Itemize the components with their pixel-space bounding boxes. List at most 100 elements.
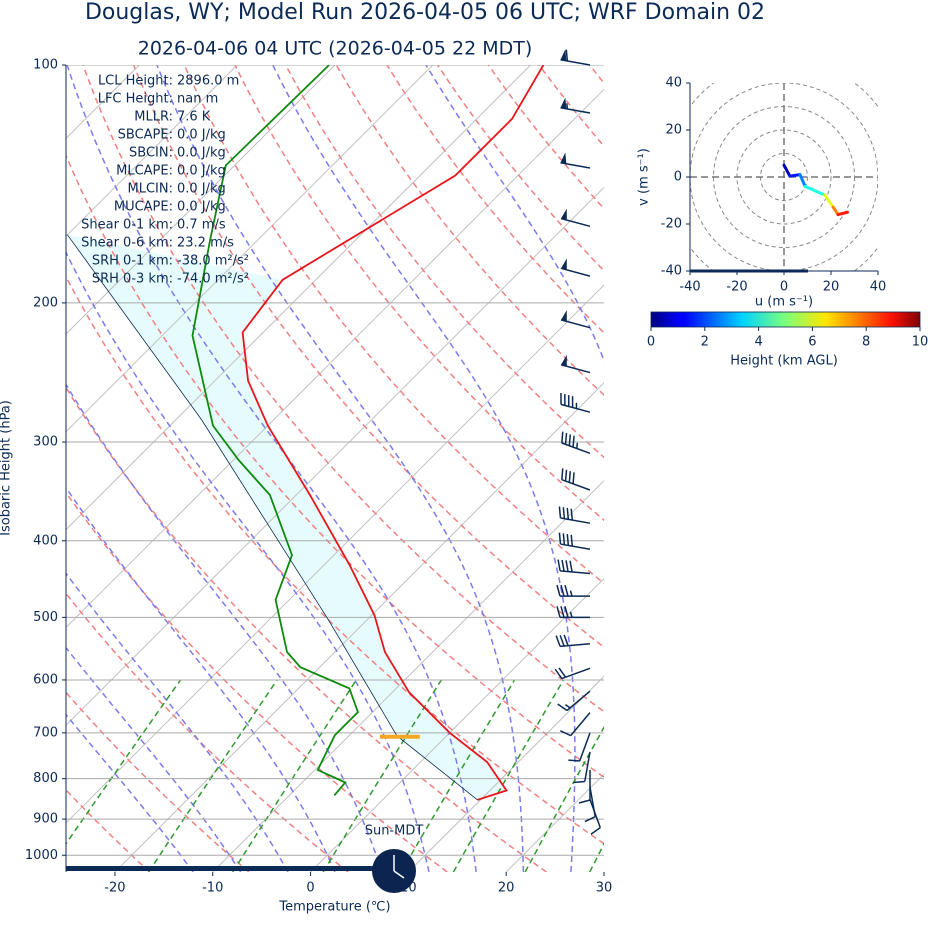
wind-barb [560, 258, 591, 277]
x-tick-label: 20 [498, 881, 515, 896]
dry-adiabat [66, 491, 448, 872]
isotherm [212, 480, 604, 872]
annotation-label: MUCAPE: [114, 200, 173, 215]
hodo-y-tick-label: 20 [665, 123, 682, 138]
mixing-line [589, 842, 604, 872]
y-tick-label: 600 [33, 672, 58, 687]
dry-adiabat [538, 65, 604, 148]
wind-barb [560, 97, 591, 114]
dry-adiabat [792, 65, 928, 872]
barb-staff [589, 799, 602, 835]
annotation-value: 2896.0 m [177, 74, 239, 89]
x-tick-label: -20 [104, 881, 125, 896]
annotation-label: LCL Height: [98, 74, 173, 89]
barb-staff [560, 49, 591, 66]
moist-adiabat [66, 383, 383, 872]
barb-staff [554, 667, 591, 680]
hodo-x-tick-label: -20 [726, 280, 747, 295]
y-tick-label: 300 [33, 435, 58, 450]
barb-staff [560, 393, 591, 413]
y-tick-label: 100 [33, 58, 58, 73]
dry-adiabat [487, 65, 604, 210]
hodo-segment [798, 173, 807, 188]
x-tick-label: -10 [202, 881, 223, 896]
isotherm [114, 382, 604, 872]
wind-barb [558, 506, 591, 524]
dry-adiabat [66, 153, 604, 779]
isotherm [66, 284, 604, 824]
wind-barb [568, 732, 591, 762]
annotation-value: 0.7 m/s [177, 218, 226, 233]
barb-staff [573, 751, 591, 784]
dry-adiabat [82, 65, 604, 713]
barb-staff [560, 217, 591, 228]
wind-barb [560, 393, 591, 413]
barb-staff [560, 103, 591, 114]
annotation-value: 0.0 J/kg [177, 164, 226, 179]
wind-barb [578, 769, 591, 804]
barb-staff [561, 431, 591, 455]
dry-adiabat [234, 65, 604, 522]
mixing-line [232, 679, 357, 872]
dry-adiabat [66, 592, 349, 872]
hodo-plot [690, 83, 878, 271]
annotation-value: 0.0 J/kg [177, 146, 226, 161]
isotherm [66, 65, 238, 237]
x-axis-label: Temperature (℃) [278, 900, 390, 915]
dry-adiabat [66, 691, 250, 872]
barb-staff [568, 732, 591, 762]
moist-adiabat [66, 572, 289, 872]
profile-line [67, 234, 478, 801]
barb-staff [560, 162, 591, 169]
barb-flag [560, 152, 567, 164]
annotation-value: 0.0 J/kg [177, 200, 226, 215]
barb-flag [561, 310, 567, 322]
annotation-label: MLLR: [134, 110, 173, 125]
wind-barb [560, 354, 591, 374]
annotation-label: Shear 0-6 km: [81, 236, 173, 251]
clock-label: Sun-MDT [365, 824, 424, 839]
isotherm [66, 65, 531, 531]
annotation-label: MLCIN: [128, 182, 173, 197]
moist-adiabat [66, 486, 336, 872]
hodo-segment [823, 193, 835, 209]
barb-staff [557, 559, 591, 575]
moist-adiabat [66, 65, 477, 872]
annotation-value: 0.0 J/kg [177, 128, 226, 143]
annotation-label: SRH 0-3 km: [92, 272, 173, 287]
annotation-value: nan m [177, 92, 218, 107]
profile-line [191, 65, 359, 796]
barb-staff [560, 267, 591, 277]
wind-barb [561, 431, 591, 455]
annotation-label: LFC Height: [98, 92, 173, 107]
wind-barb [557, 690, 591, 712]
barb-staff [558, 532, 591, 550]
moist-adiabat [66, 713, 194, 872]
isotherm [66, 65, 336, 335]
x-tick-label: 0 [306, 881, 314, 896]
clock-hand [393, 870, 405, 879]
wind-barb [560, 49, 591, 66]
isotherm [66, 88, 604, 629]
hodo-y-tick-label: 0 [674, 170, 682, 185]
isotherm [66, 186, 604, 726]
dry-adiabat [66, 788, 151, 872]
hodo-y-tick-label: -20 [661, 217, 682, 232]
mixing-line [637, 680, 735, 872]
dry-adiabat [691, 65, 928, 872]
mixing-line [66, 679, 182, 845]
barb-staff [560, 319, 591, 329]
colorbar [650, 311, 921, 328]
hodo-x-label: u (m s⁻¹) [755, 295, 813, 310]
dry-adiabat [66, 386, 547, 872]
mixing-line [148, 679, 278, 872]
chart-subtitle: 2026-04-06 04 UTC (2026-04-05 22 MDT) [138, 38, 533, 60]
annotation-value: 0.0 J/kg [177, 182, 226, 197]
isotherm [408, 675, 604, 872]
moist-adiabat [156, 65, 525, 872]
plot-area [66, 65, 928, 872]
annotation-label: SBCIN: [129, 146, 173, 161]
wind-barb [561, 468, 591, 491]
